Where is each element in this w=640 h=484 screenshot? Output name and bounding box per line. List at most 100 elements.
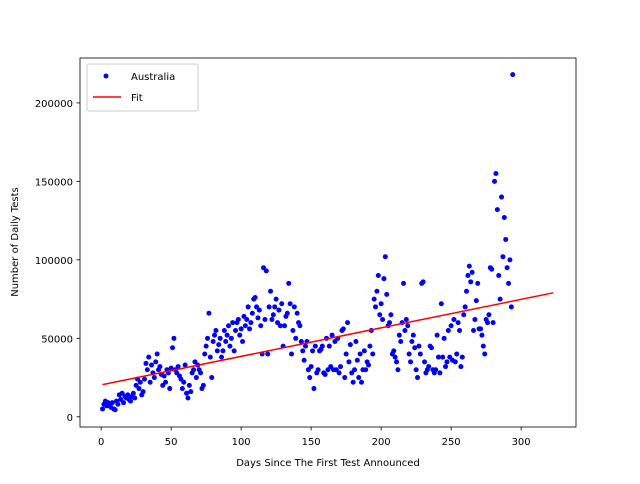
data-point — [198, 370, 204, 376]
data-point — [468, 279, 474, 285]
data-point — [214, 348, 220, 354]
data-point — [459, 354, 465, 360]
legend-box — [86, 63, 199, 112]
data-point — [451, 316, 457, 322]
data-point — [326, 343, 332, 349]
data-point — [350, 379, 356, 385]
data-point — [387, 320, 393, 326]
data-point — [301, 357, 307, 363]
data-point — [226, 323, 232, 329]
data-point — [375, 273, 381, 279]
data-point — [171, 335, 177, 341]
data-point — [258, 323, 264, 329]
data-point — [170, 345, 176, 351]
data-point — [359, 379, 365, 385]
data-point — [149, 362, 155, 368]
data-point — [233, 327, 239, 333]
data-point — [506, 280, 512, 286]
data-point — [493, 171, 499, 177]
data-point — [366, 362, 372, 368]
data-point — [347, 342, 353, 348]
data-point — [486, 312, 492, 318]
data-point — [121, 400, 127, 406]
data-point — [298, 338, 304, 344]
data-point — [265, 351, 271, 357]
data-point — [479, 332, 485, 338]
data-point — [367, 343, 373, 349]
data-point — [510, 72, 516, 78]
data-point — [396, 332, 402, 338]
data-point — [345, 320, 351, 326]
data-point — [256, 307, 262, 313]
data-point — [336, 370, 342, 376]
data-point — [342, 375, 348, 381]
data-point — [394, 359, 400, 365]
plot-frame — [79, 57, 577, 428]
data-point — [161, 373, 167, 379]
data-point — [125, 392, 131, 398]
data-point — [461, 312, 467, 318]
data-point — [465, 273, 471, 279]
data-point — [391, 348, 397, 354]
data-point — [489, 266, 495, 272]
data-point — [494, 207, 500, 213]
data-point — [143, 360, 149, 366]
data-point — [207, 354, 213, 360]
data-point — [205, 335, 211, 341]
y-tick-label: 200000 — [35, 99, 73, 110]
data-point — [392, 354, 398, 360]
y-tick-label: 150000 — [35, 177, 73, 188]
data-point — [284, 310, 290, 316]
data-point — [448, 323, 454, 329]
data-point — [382, 254, 388, 260]
data-point — [497, 296, 503, 302]
data-point — [303, 343, 309, 349]
data-point — [136, 386, 142, 392]
data-point — [203, 343, 209, 349]
data-point — [353, 338, 359, 344]
data-point — [472, 316, 478, 322]
data-point — [266, 304, 272, 310]
data-point — [223, 338, 229, 344]
data-point — [343, 351, 349, 357]
data-point — [508, 304, 514, 310]
data-point — [395, 367, 401, 373]
fit-line — [102, 292, 554, 386]
data-point — [184, 390, 190, 396]
data-point — [140, 389, 146, 395]
data-point — [249, 310, 255, 316]
data-point — [401, 280, 407, 286]
data-point — [238, 326, 244, 332]
x-tick-label: 150 — [302, 437, 321, 448]
data-point — [478, 326, 484, 332]
x-axis-label: Days Since The First Test Announced — [236, 458, 420, 469]
data-point — [415, 375, 421, 381]
data-point — [436, 354, 442, 360]
data-point — [405, 323, 411, 329]
data-point — [417, 351, 423, 357]
data-point — [279, 301, 285, 307]
data-point — [270, 312, 276, 318]
data-point — [408, 359, 414, 365]
data-point — [186, 382, 192, 388]
data-point — [482, 351, 488, 357]
data-point — [244, 316, 250, 322]
data-point — [163, 379, 169, 385]
data-point — [434, 332, 440, 338]
data-point — [100, 406, 106, 412]
y-tick-label: 0 — [67, 413, 73, 424]
data-point — [227, 343, 233, 349]
data-point — [237, 332, 243, 338]
data-point — [457, 327, 463, 333]
data-point — [294, 310, 300, 316]
data-point — [490, 320, 496, 326]
data-point — [445, 327, 451, 333]
data-point — [128, 398, 134, 404]
data-point — [416, 343, 422, 349]
data-point — [433, 367, 439, 373]
data-point — [311, 386, 317, 392]
data-point — [202, 351, 208, 357]
data-point — [273, 296, 279, 302]
data-point — [268, 288, 274, 294]
data-point — [157, 364, 163, 370]
